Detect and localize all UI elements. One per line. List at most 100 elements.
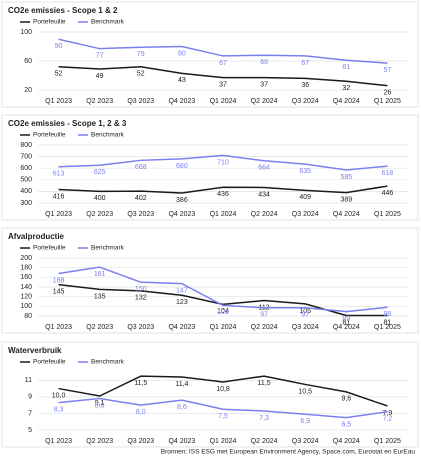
data-label: 61	[342, 64, 350, 71]
x-tick-label: Q1 2025	[374, 324, 401, 331]
data-label: 402	[135, 195, 147, 202]
panel-border	[1, 227, 419, 334]
y-tick-label: 20	[24, 87, 32, 94]
data-label: 81	[384, 319, 392, 326]
data-label: 90	[55, 43, 63, 50]
data-label: 10,8	[216, 386, 230, 393]
y-tick-label: 140	[20, 284, 32, 291]
x-tick-label: Q1 2024	[210, 438, 237, 445]
y-tick-label: 800	[20, 142, 32, 149]
y-tick-label: 60	[24, 58, 32, 65]
x-tick-label: Q2 2024	[251, 211, 278, 218]
y-tick-label: 100	[20, 29, 32, 36]
chart-title: CO2e emissies - Scope 1 & 2	[8, 6, 118, 15]
y-tick-label: 7	[28, 410, 32, 417]
y-tick-label: 11	[25, 377, 32, 384]
data-label: 104	[217, 308, 229, 315]
data-label: 613	[53, 171, 65, 178]
x-tick-label: Q3 2023	[127, 98, 154, 105]
data-label: 105	[299, 308, 311, 315]
x-tick-label: Q3 2023	[127, 211, 154, 218]
x-tick-label: Q1 2023	[45, 438, 72, 445]
chart-title: Afvalproductie	[8, 232, 65, 241]
data-label: 400	[94, 195, 106, 202]
series-line	[58, 266, 388, 313]
data-label: 10,5	[298, 388, 312, 395]
y-tick-label: 120	[20, 294, 32, 301]
data-label: 8,8	[95, 402, 105, 409]
data-label: 7,3	[259, 415, 269, 422]
chart-title: Waterverbruik	[8, 346, 62, 355]
data-label: 43	[178, 77, 186, 84]
y-tick-label: 180	[20, 265, 32, 272]
x-tick-label: Q2 2024	[251, 324, 278, 331]
series-line	[58, 38, 388, 64]
x-tick-label: Q2 2023	[86, 324, 113, 331]
y-tick-label: 600	[20, 165, 32, 172]
legend-label: Portefeuille	[33, 245, 66, 252]
data-label: 585	[340, 174, 352, 181]
x-tick-label: Q3 2024	[292, 438, 319, 445]
legend-label: Benchmark	[91, 245, 125, 252]
data-label: 181	[94, 271, 106, 278]
chart-title: CO2e emissies - Scope 1, 2 & 3	[8, 119, 127, 128]
x-tick-label: Q1 2024	[210, 324, 237, 331]
data-label: 67	[219, 60, 227, 67]
x-tick-label: Q1 2025	[374, 98, 401, 105]
data-label: 52	[55, 71, 63, 78]
data-label: 57	[384, 67, 392, 74]
y-tick-label: 500	[20, 177, 32, 184]
x-tick-label: Q1 2024	[210, 98, 237, 105]
data-label: 89	[342, 315, 350, 322]
x-tick-label: Q1 2025	[374, 211, 401, 218]
data-label: 52	[137, 71, 145, 78]
panel-border	[1, 341, 419, 448]
series-line	[58, 66, 388, 87]
legend-label: Portefeuille	[33, 132, 66, 139]
x-tick-label: Q3 2023	[127, 438, 154, 445]
x-tick-label: Q4 2024	[333, 438, 360, 445]
data-label: 97	[260, 312, 268, 319]
data-label: 26	[384, 89, 392, 96]
data-label: 168	[53, 277, 65, 284]
data-label: 436	[217, 191, 229, 198]
data-label: 77	[96, 53, 104, 60]
legend-label: Portefeuille	[33, 19, 66, 26]
x-tick-label: Q4 2023	[168, 98, 195, 105]
data-label: 416	[53, 193, 65, 200]
data-label: 68	[260, 59, 268, 66]
y-tick-label: 400	[20, 188, 32, 195]
x-tick-label: Q4 2024	[333, 324, 360, 331]
x-tick-label: Q2 2023	[86, 98, 113, 105]
y-tick-label: 200	[20, 255, 32, 262]
data-label: 680	[176, 163, 188, 170]
data-label: 409	[299, 194, 311, 201]
legend-label: Portefeuille	[33, 359, 66, 366]
x-tick-label: Q1 2024	[210, 211, 237, 218]
x-tick-label: Q4 2024	[333, 211, 360, 218]
x-tick-label: Q4 2024	[333, 98, 360, 105]
data-label: 9,6	[341, 396, 351, 403]
data-label: 32	[342, 85, 350, 92]
data-label: 79	[137, 51, 145, 58]
data-label: 389	[340, 197, 352, 204]
legend-label: Benchmark	[91, 132, 125, 139]
data-label: 618	[382, 170, 394, 177]
legend-label: Benchmark	[91, 359, 125, 366]
data-label: 6,5	[341, 421, 351, 428]
data-label: 664	[258, 165, 270, 172]
series-line	[58, 154, 388, 171]
x-tick-label: Q1 2025	[374, 438, 401, 445]
data-label: 710	[217, 159, 229, 166]
data-label: 135	[94, 293, 106, 300]
x-tick-label: Q3 2023	[127, 324, 154, 331]
x-tick-label: Q2 2024	[251, 98, 278, 105]
data-label: 625	[94, 169, 106, 176]
panel-border	[1, 114, 419, 221]
data-label: 10,0	[52, 392, 66, 399]
data-label: 123	[176, 299, 188, 306]
y-tick-label: 300	[20, 200, 32, 207]
x-tick-label: Q3 2024	[292, 324, 319, 331]
x-tick-label: Q4 2023	[168, 324, 195, 331]
